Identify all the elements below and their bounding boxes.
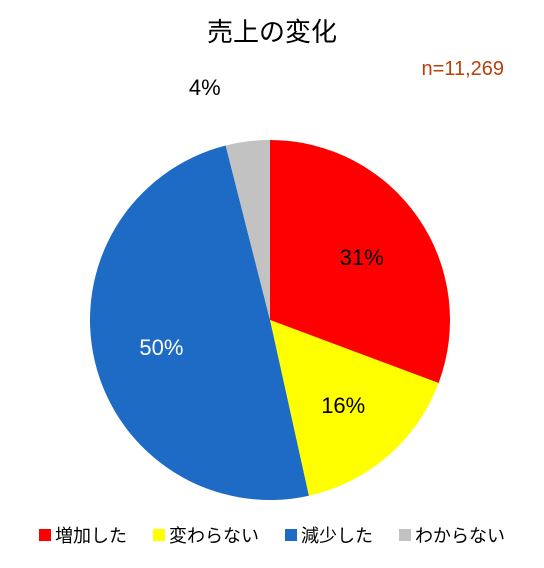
- legend-swatch-unchanged: [153, 529, 165, 541]
- legend-swatch-decreased: [285, 529, 297, 541]
- pie-chart: 31% 16% 50% 4%: [70, 100, 470, 500]
- slice-label-unchanged: 16%: [321, 393, 365, 419]
- legend-item-increased: 増加した: [39, 522, 127, 548]
- legend-swatch-unknown: [399, 529, 411, 541]
- legend-label-increased: 増加した: [55, 522, 127, 548]
- slice-label-unknown: 4%: [189, 75, 221, 101]
- chart-title: 売上の変化: [0, 12, 544, 49]
- legend-label-decreased: 減少した: [301, 522, 373, 548]
- legend-item-unchanged: 変わらない: [153, 522, 259, 548]
- legend-label-unknown: わからない: [415, 522, 505, 548]
- leader-line: [470, 100, 544, 500]
- chart-container: 売上の変化 n=11,269 31% 16% 50% 4% 増加した 変わらない…: [0, 0, 544, 568]
- legend: 増加した 変わらない 減少した わからない: [0, 522, 544, 548]
- legend-item-decreased: 減少した: [285, 522, 373, 548]
- slice-label-increased: 31%: [340, 245, 384, 271]
- legend-item-unknown: わからない: [399, 522, 505, 548]
- pie-svg: [70, 100, 470, 500]
- legend-label-unchanged: 変わらない: [169, 522, 259, 548]
- legend-swatch-increased: [39, 529, 51, 541]
- sample-size-label: n=11,269: [422, 58, 505, 81]
- slice-label-decreased: 50%: [139, 335, 183, 361]
